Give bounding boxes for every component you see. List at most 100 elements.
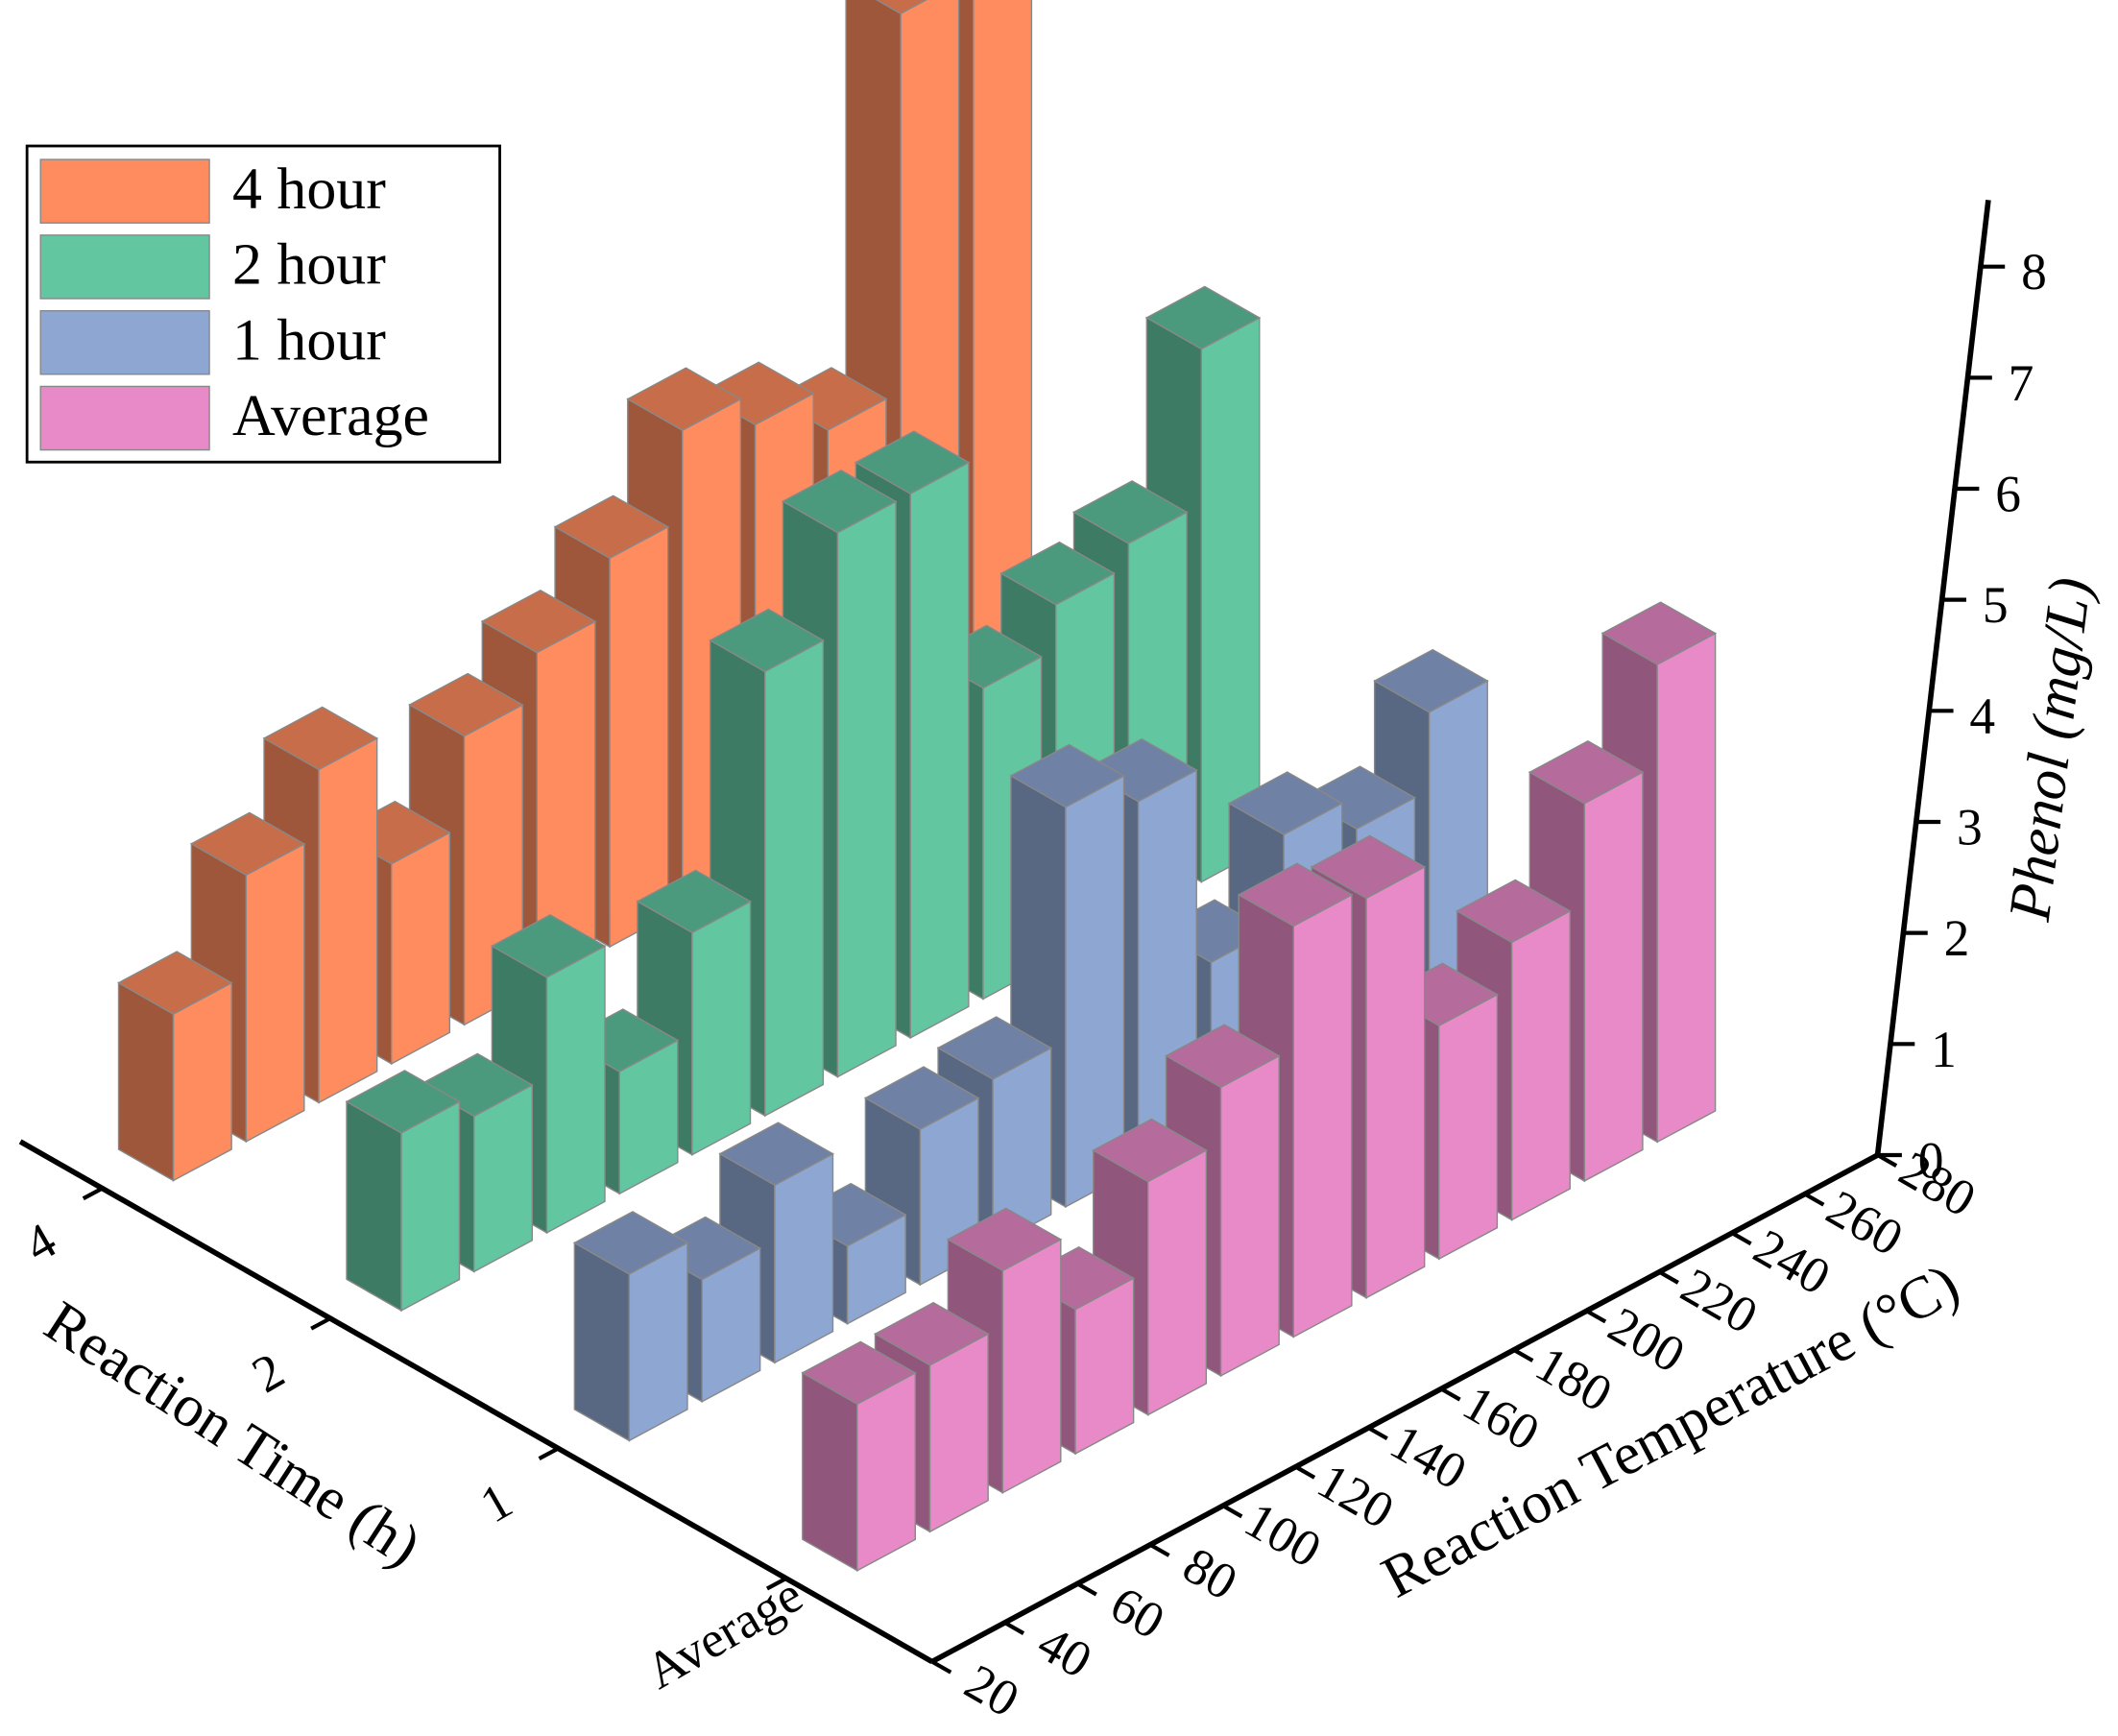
bar-top	[709, 608, 825, 673]
x-tick-label: 40	[1028, 1614, 1101, 1690]
bar-front	[545, 945, 606, 1235]
legend-swatch	[39, 385, 210, 451]
x-tick	[1003, 1621, 1025, 1635]
z-tick-label: 6	[1995, 466, 2021, 523]
legend-swatch	[39, 234, 210, 300]
bar-top	[345, 1070, 461, 1134]
x-tick	[1148, 1542, 1170, 1557]
y-tick-label: 1	[470, 1471, 521, 1533]
bar-front	[628, 1242, 688, 1442]
bar-front	[909, 461, 970, 1040]
z-tick-label: 1	[1931, 1021, 1957, 1078]
bar-top	[490, 914, 607, 978]
bar-top	[1528, 739, 1645, 805]
legend-label: 1 hour	[232, 307, 386, 373]
bar-front	[1438, 993, 1499, 1261]
bar-front	[1292, 893, 1353, 1338]
x-axis	[930, 1152, 1879, 1665]
bar-top	[408, 672, 524, 737]
y-tick-label: 4	[14, 1211, 65, 1273]
x-tick	[1367, 1426, 1388, 1441]
y-axis-title: Reaction Time (h)	[34, 1289, 432, 1579]
legend-swatch	[39, 158, 210, 224]
y-tick	[765, 1577, 787, 1591]
bar-front	[774, 1152, 834, 1364]
bar-front	[318, 736, 378, 1104]
bar-front	[928, 1333, 989, 1533]
bar-top	[718, 1121, 834, 1187]
bar-top	[572, 1211, 689, 1275]
bar-top	[1072, 480, 1189, 544]
x-tick-label: 60	[1101, 1575, 1174, 1651]
z-tick-label: 7	[2009, 354, 2034, 412]
x-tick-label: 20	[955, 1652, 1028, 1728]
bar-top	[999, 541, 1116, 606]
x-tick	[1512, 1348, 1534, 1362]
x-tick	[1076, 1581, 1097, 1597]
bar-top	[801, 1340, 917, 1406]
bar-front	[691, 900, 752, 1156]
y-tick-label: Average	[636, 1565, 811, 1700]
y-tick-label: 2	[243, 1341, 294, 1404]
bar-top	[117, 951, 233, 1015]
bar-top	[875, 0, 927, 14]
y-tick	[310, 1316, 331, 1331]
bar-top	[262, 706, 379, 771]
bar-front	[1219, 1054, 1280, 1378]
bar-top	[1601, 601, 1718, 665]
bar-side	[117, 981, 175, 1182]
bar-top	[874, 1301, 990, 1366]
z-tick-label: 3	[1957, 799, 1983, 856]
z-tick-label: 0	[1918, 1131, 1944, 1189]
bar-top	[1144, 285, 1262, 350]
bar-top	[1373, 648, 1489, 713]
bar-front	[1365, 865, 1426, 1299]
x-tick	[1585, 1309, 1607, 1324]
y-tick	[82, 1186, 104, 1201]
x-tick	[930, 1659, 952, 1675]
z-tick-label: 4	[1969, 687, 1995, 745]
bar-top	[1092, 1118, 1208, 1183]
bar-top	[1009, 743, 1125, 808]
bar-front	[172, 981, 232, 1182]
x-tick	[1803, 1192, 1825, 1207]
z-axis-title: Phenol (mg/L)	[1997, 574, 2104, 926]
bar-top	[781, 470, 898, 534]
bar-front	[391, 831, 451, 1066]
x-axis-title: Reaction Temperature (°C)	[1372, 1251, 1969, 1610]
bar-front	[1001, 1238, 1062, 1494]
bar-front	[764, 639, 825, 1118]
bar-front	[836, 500, 897, 1078]
z-tick-label: 8	[2021, 243, 2047, 301]
bar-front	[1147, 1148, 1208, 1416]
bar-front	[856, 1371, 917, 1572]
bar-front	[1583, 771, 1644, 1183]
bar-top	[946, 1207, 1063, 1272]
bars	[117, 0, 1718, 1572]
x-tick	[1658, 1269, 1679, 1285]
y-tick	[538, 1446, 560, 1460]
z-tick-label: 5	[1983, 576, 2009, 634]
bar-top	[553, 494, 670, 560]
bar-top	[1227, 771, 1344, 835]
bar-front	[1510, 909, 1571, 1221]
x-tick	[1439, 1386, 1461, 1402]
z-axis	[1874, 199, 1991, 1156]
legend-label: Average	[232, 383, 429, 448]
bar-side	[346, 1100, 402, 1313]
bar-top	[936, 1016, 1053, 1080]
bar-top	[626, 367, 742, 431]
bar-top	[480, 589, 597, 654]
x-tick-label: 80	[1174, 1535, 1247, 1611]
bar-front	[609, 525, 669, 949]
bar-top	[1310, 834, 1427, 900]
legend-label: 4 hour	[232, 157, 386, 222]
legend-swatch	[39, 309, 210, 375]
bar-side	[802, 1371, 858, 1572]
bar-top	[189, 811, 306, 877]
y-axis	[18, 1139, 934, 1664]
bar-front	[245, 842, 305, 1144]
bar-top	[1456, 879, 1572, 944]
